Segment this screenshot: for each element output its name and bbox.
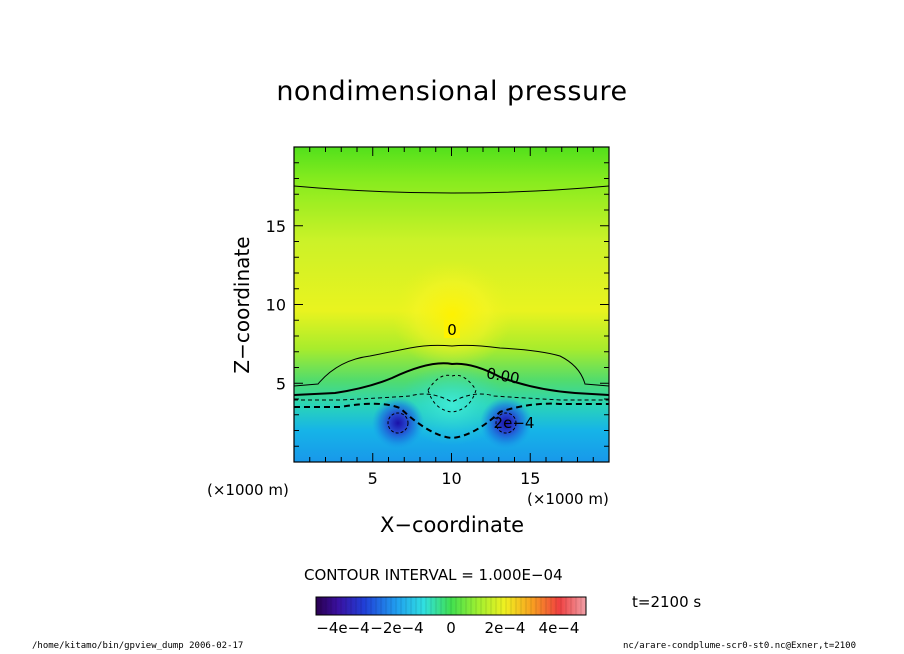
chart-title: nondimensional pressure <box>276 76 628 107</box>
heatmap-low-right <box>480 397 532 449</box>
x-tick-label: 15 <box>520 469 540 488</box>
colorbar-tick-label: −2e−4 <box>370 619 423 637</box>
contour-label-zero-bold: 0.00 <box>485 364 521 388</box>
contour-lines <box>294 185 609 440</box>
heatmap-high-region <box>392 260 512 370</box>
colorbar-stripes <box>320 597 582 615</box>
contour-thin-zero <box>294 344 609 387</box>
x-tick-label: 5 <box>368 469 378 488</box>
colorbar-tick-label: 4e−4 <box>539 619 580 637</box>
contour-label-0: 0 <box>447 321 457 339</box>
x-axis-label-text: X−coordinate <box>380 513 524 537</box>
heatmap-field <box>294 147 609 462</box>
x-tick-label: 10 <box>441 469 461 488</box>
contour-interval-text: CONTOUR INTERVAL = 1.000E−04 <box>304 566 563 584</box>
contour-zero-bold <box>294 362 609 396</box>
contour-low-right <box>495 412 517 434</box>
contour-label-2e-4: 2e−4 <box>494 414 535 432</box>
x-unit-label: (×1000 m) <box>207 481 289 499</box>
axis-tick-labels: 5 10 15 5 10 15 <box>266 217 541 488</box>
footer-right-text: nc/arare-condplume-scr0-st0.nc@Exner,t=2… <box>623 641 856 651</box>
colorbar-tick-labels: −4e−4 −2e−4 0 2e−4 4e−4 <box>316 619 579 637</box>
colorbar-tick-label: 2e−4 <box>485 619 526 637</box>
heatmap-central-upwelling <box>397 365 507 445</box>
contour-low-left <box>387 412 409 434</box>
colorbar <box>315 596 587 616</box>
contour-upper <box>294 185 609 194</box>
y-tick-label: 15 <box>266 217 286 236</box>
contour-dashed-center <box>427 374 477 413</box>
heatmap-low-left <box>372 397 424 449</box>
axis-ticks <box>294 147 609 462</box>
colorbar-tick-label: −4e−4 <box>316 619 369 637</box>
y-tick-label: 5 <box>276 374 286 393</box>
footer-left-text: /home/kitamo/bin/gpview_dump 2006-02-17 <box>32 641 244 651</box>
x-axis-label: X−coordinate <box>0 513 904 537</box>
colorbar-tick-label: 0 <box>446 619 456 637</box>
y-unit-label: (×1000 m) <box>527 490 609 508</box>
contour-label-box-0 <box>444 320 460 338</box>
time-label: t=2100 s <box>632 593 702 611</box>
y-tick-label: 10 <box>266 296 286 315</box>
